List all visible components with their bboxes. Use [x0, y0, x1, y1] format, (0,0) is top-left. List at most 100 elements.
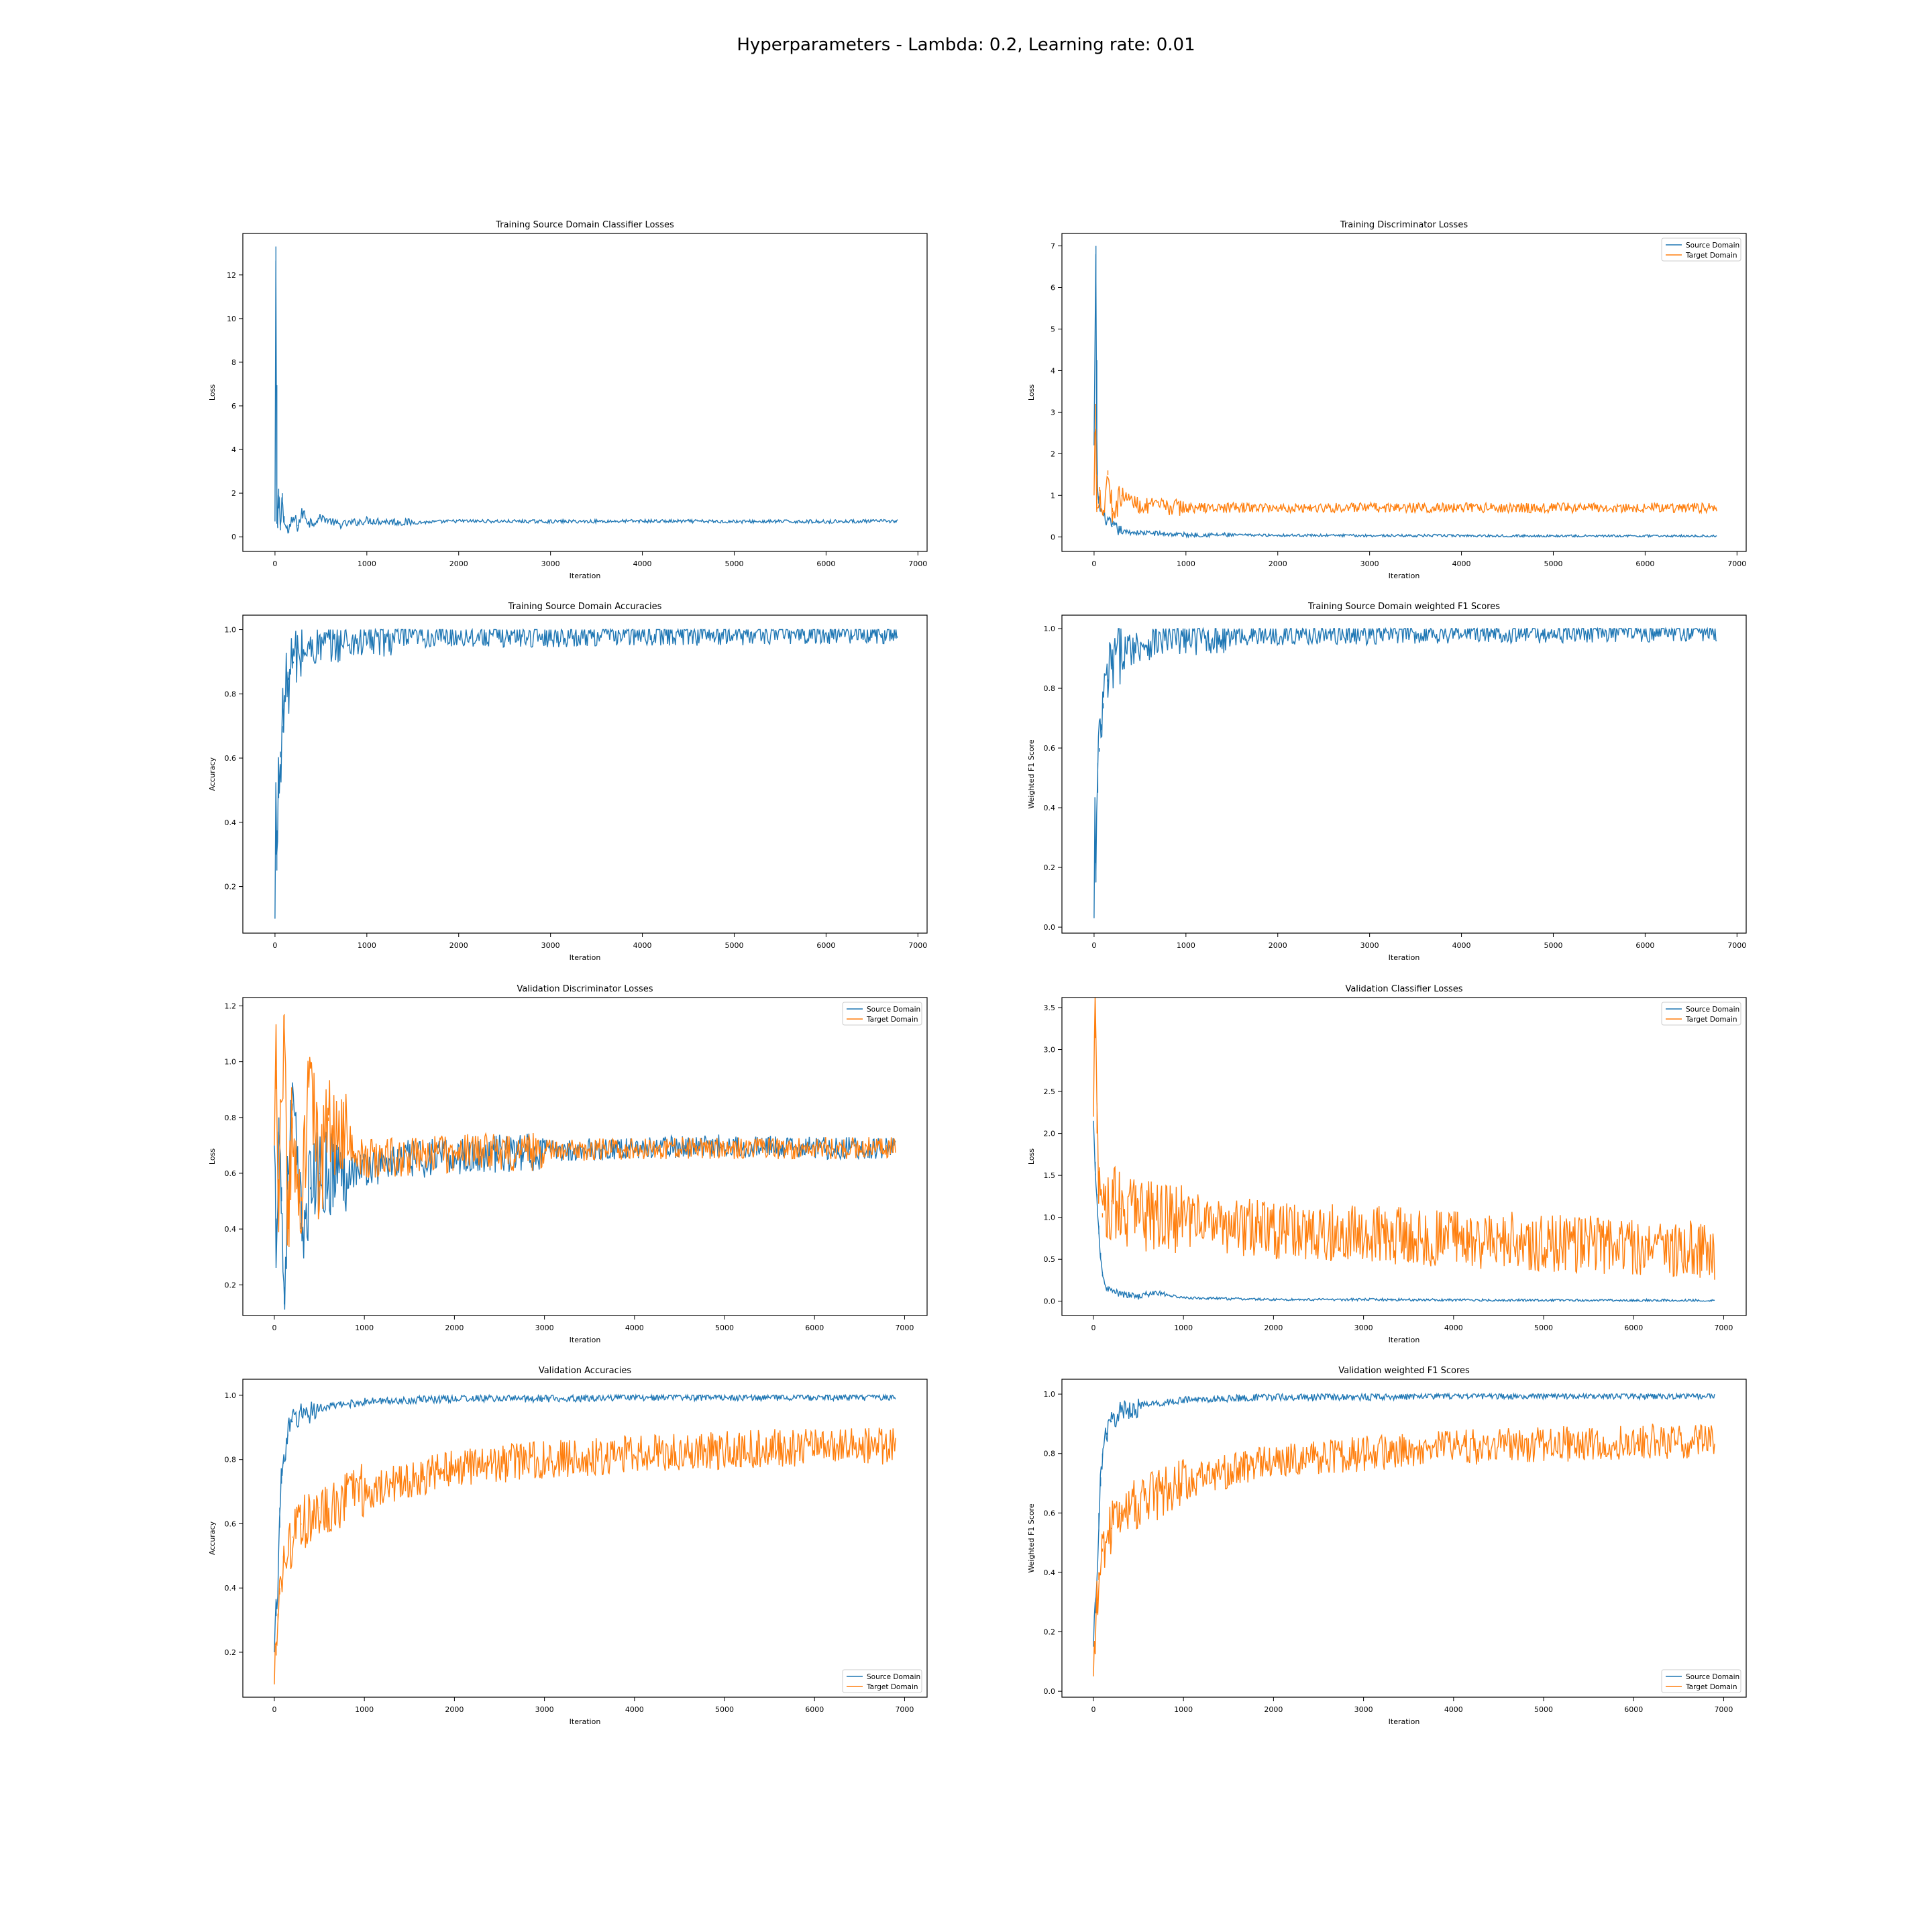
x-tick-label: 4000 — [1444, 1705, 1463, 1714]
subplot-title: Training Source Domain weighted F1 Score… — [1307, 602, 1500, 612]
x-tick-label: 5000 — [715, 1705, 734, 1714]
x-tick-label: 3000 — [535, 1705, 554, 1714]
y-tick-label: 6 — [231, 402, 236, 411]
legend-entry: Source Domain — [1686, 1673, 1739, 1681]
y-tick-label: 0 — [231, 533, 236, 541]
x-axis-label: Iteration — [570, 953, 601, 962]
y-tick-label: 0.4 — [225, 1225, 237, 1234]
y-tick-label: 12 — [227, 271, 236, 280]
series-line-source-3 — [274, 627, 898, 919]
axes-frame — [1061, 233, 1747, 552]
x-tick-label: 5000 — [1534, 1705, 1553, 1714]
x-tick-label: 3000 — [1354, 1324, 1373, 1332]
legend-entry: Target Domain — [1685, 1016, 1737, 1024]
y-tick-label: 0.2 — [225, 1648, 237, 1657]
y-tick-label: 0.6 — [225, 754, 237, 763]
y-tick-label: 1.0 — [1044, 1214, 1056, 1222]
y-tick-label: 2.5 — [1044, 1087, 1056, 1096]
subplot-6: 0 1000 2000 3000 4000 5000 6000 7000 0.0 0.5 1.0 1.… — [1027, 984, 1747, 1344]
x-tick-label: 7000 — [895, 1705, 914, 1714]
subplot-8: 0 1000 2000 3000 4000 5000 6000 7000 0.0 0.2 0.4 0.… — [1027, 1366, 1747, 1726]
x-tick-label: 0 — [272, 1705, 276, 1714]
legend-entry: Target Domain — [866, 1016, 918, 1024]
x-tick-label: 0 — [1091, 1705, 1095, 1714]
subplot-title: Training Discriminator Losses — [1340, 220, 1468, 230]
x-tick-label: 3000 — [535, 1324, 554, 1332]
legend: Source Domain Target Domain — [1661, 1002, 1741, 1026]
subplot-title: Validation Discriminator Losses — [517, 984, 653, 994]
x-tick-label: 2000 — [1269, 559, 1287, 568]
x-tick-label: 6000 — [805, 1324, 824, 1332]
series-line-source-8 — [1093, 1392, 1715, 1647]
y-tick-label: 10 — [227, 315, 236, 323]
x-tick-label: 3000 — [1360, 941, 1379, 950]
x-axis-label: Iteration — [1389, 572, 1420, 580]
x-tick-label: 6000 — [1624, 1705, 1643, 1714]
y-tick-label: 2 — [1051, 449, 1055, 458]
x-axis-label: Iteration — [1389, 1717, 1420, 1726]
x-tick-label: 4000 — [625, 1324, 644, 1332]
axes-frame — [1061, 997, 1747, 1316]
y-tick-label: 0.2 — [225, 883, 237, 892]
y-tick-label: 1.0 — [1044, 1390, 1056, 1399]
x-tick-label: 1000 — [358, 941, 376, 950]
legend-entry: Target Domain — [1685, 1683, 1737, 1691]
legend-entry: Source Domain — [867, 1006, 920, 1014]
series-line-target-7 — [274, 1428, 896, 1684]
legend-entry: Source Domain — [867, 1673, 920, 1681]
subplot-title: Validation Accuracies — [539, 1366, 632, 1376]
x-tick-label: 3000 — [541, 941, 560, 950]
y-tick-label: 0.4 — [1044, 804, 1056, 812]
subplot-2: 0 1000 2000 3000 4000 5000 6000 7000 0 1 2 3 4 5 6 7 Tra… — [1027, 220, 1747, 580]
y-axis-label: Accuracy — [208, 757, 217, 791]
x-tick-label: 4000 — [1452, 941, 1471, 950]
y-tick-label: 1 — [1051, 491, 1055, 500]
x-tick-label: 6000 — [816, 941, 835, 950]
axes-frame — [242, 997, 928, 1316]
subplot-title: Validation weighted F1 Scores — [1338, 1366, 1470, 1376]
series-line-source-4 — [1093, 627, 1717, 918]
x-tick-label: 7000 — [1714, 1705, 1733, 1714]
subplot-title: Training Source Domain Classifier Losses — [495, 220, 674, 230]
series-line-source-5 — [274, 1082, 896, 1310]
y-tick-label: 0.5 — [1044, 1255, 1056, 1264]
series-line-source-1 — [274, 246, 898, 534]
x-tick-label: 6000 — [816, 559, 835, 568]
y-tick-label: 0.6 — [225, 1519, 237, 1528]
y-tick-label: 0 — [1051, 533, 1055, 541]
series-line-source-2 — [1093, 246, 1717, 539]
x-tick-label: 0 — [1091, 1324, 1095, 1332]
y-tick-label: 0.4 — [225, 1584, 237, 1593]
x-tick-label: 1000 — [1177, 941, 1195, 950]
y-tick-label: 0.8 — [225, 690, 237, 698]
y-tick-label: 0.6 — [1044, 744, 1056, 753]
series-line-target-5 — [274, 1014, 896, 1248]
x-tick-label: 3000 — [1354, 1705, 1373, 1714]
x-tick-label: 0 — [1091, 941, 1096, 950]
x-tick-label: 0 — [1091, 559, 1096, 568]
x-tick-label: 0 — [272, 941, 277, 950]
y-tick-label: 0.4 — [1044, 1568, 1056, 1577]
y-axis-label: Loss — [208, 1148, 217, 1165]
x-tick-label: 1000 — [1177, 559, 1195, 568]
x-tick-label: 4000 — [1452, 559, 1471, 568]
x-tick-label: 1000 — [355, 1324, 374, 1332]
x-axis-label: Iteration — [570, 1717, 601, 1726]
x-tick-label: 2000 — [1264, 1705, 1283, 1714]
x-tick-label: 5000 — [1544, 941, 1562, 950]
x-tick-label: 6000 — [1624, 1324, 1643, 1332]
x-tick-label: 5000 — [724, 941, 743, 950]
axes-frame — [1061, 1379, 1747, 1698]
legend-entry: Target Domain — [1685, 252, 1737, 260]
x-tick-label: 5000 — [715, 1324, 734, 1332]
subplot-5: 0 1000 2000 3000 4000 5000 6000 7000 0.2 0.4 0.6 0.… — [208, 984, 928, 1344]
subplot-title: Training Source Domain Accuracies — [508, 602, 662, 612]
subplot-7: 0 1000 2000 3000 4000 5000 6000 7000 0.2 0.4 0.6 0.… — [208, 1366, 928, 1726]
x-tick-label: 7000 — [895, 1324, 914, 1332]
y-tick-label: 1.2 — [225, 1002, 237, 1010]
x-tick-label: 6000 — [1635, 941, 1654, 950]
y-tick-label: 0.2 — [1044, 863, 1056, 872]
series-line-target-8 — [1093, 1424, 1715, 1677]
y-tick-label: 1.0 — [225, 1391, 237, 1400]
